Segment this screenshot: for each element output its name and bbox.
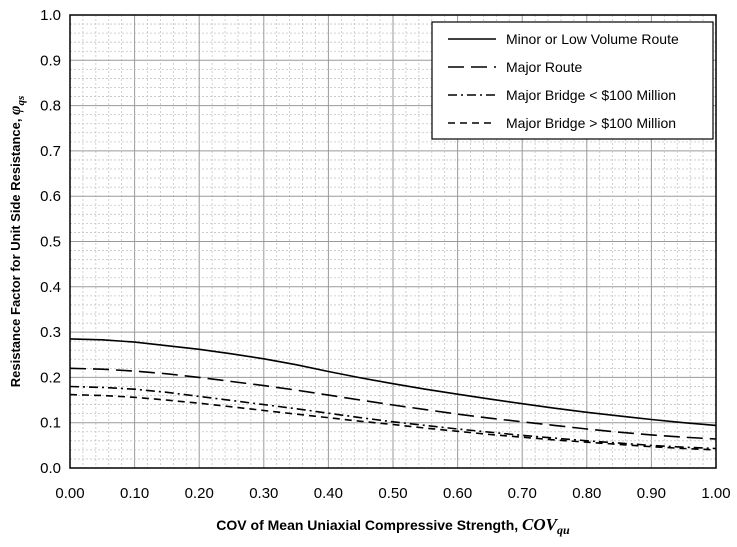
y-tick-label: 0.6: [40, 188, 61, 205]
y-tick-label: 0.5: [40, 234, 61, 251]
legend-label: Minor or Low Volume Route: [506, 31, 679, 47]
series-line: [69, 393, 717, 451]
x-tick-label: 0.40: [314, 485, 343, 502]
y-tick-label: 0.3: [40, 324, 61, 341]
series-line: [69, 385, 717, 450]
y-tick-label: 0.0: [40, 460, 61, 477]
x-tick-label: 0.00: [55, 485, 84, 502]
y-axis-title-symbol: φ: [7, 106, 24, 115]
y-tick-label: 0.7: [40, 143, 61, 160]
x-axis-title-text: COV of Mean Uniaxial Compressive Strengt…: [216, 517, 522, 533]
x-tick-label: 0.80: [572, 485, 601, 502]
series-lines: [69, 338, 717, 451]
x-tick-label: 0.30: [249, 485, 278, 502]
y-tick-label: 0.9: [40, 52, 61, 69]
y-tick-label: 0.2: [40, 369, 61, 386]
y-axis-title: Resistance Factor for Unit Side Resistan…: [7, 96, 27, 388]
legend: Minor or Low Volume Route Major Route Majo…: [431, 21, 714, 140]
legend-label: Major Bridge < $100 Million: [506, 87, 676, 103]
series-line: [69, 367, 717, 440]
y-tick-labels: 0.0 0.1 0.2 0.3 0.4 0.5 0.6 0.7 0.8 0.9 1.0: [40, 7, 61, 477]
x-tick-label: 0.70: [508, 485, 537, 502]
legend-label: Major Route: [506, 59, 582, 75]
y-tick-label: 1.0: [40, 7, 61, 24]
x-tick-label: 0.20: [185, 485, 214, 502]
x-axis-title-subscript: qu: [557, 523, 570, 537]
x-tick-label: 1.00: [701, 485, 730, 502]
x-tick-label: 0.90: [637, 485, 666, 502]
x-axis-title: COV of Mean Uniaxial Compressive Strengt…: [216, 515, 570, 537]
x-tick-label: 0.10: [120, 485, 149, 502]
x-tick-label: 0.50: [378, 485, 407, 502]
plot-area: [69, 14, 717, 469]
y-tick-label: 0.8: [40, 98, 61, 115]
y-axis-title-subscript: qs: [15, 96, 27, 106]
x-tick-labels: 0.00 0.10 0.20 0.30 0.40 0.50 0.60 0.70 0.80 0.90…: [55, 485, 730, 502]
series-line: [69, 338, 717, 427]
x-axis-title-symbol: COV: [522, 515, 559, 534]
x-tick-label: 0.60: [443, 485, 472, 502]
legend-label: Major Bridge > $100 Million: [506, 115, 676, 131]
y-tick-label: 0.4: [40, 279, 61, 296]
y-axis-title-text: Resistance Factor for Unit Side Resistan…: [8, 115, 23, 387]
legend-box: [431, 21, 714, 140]
y-tick-label: 0.1: [40, 415, 61, 432]
